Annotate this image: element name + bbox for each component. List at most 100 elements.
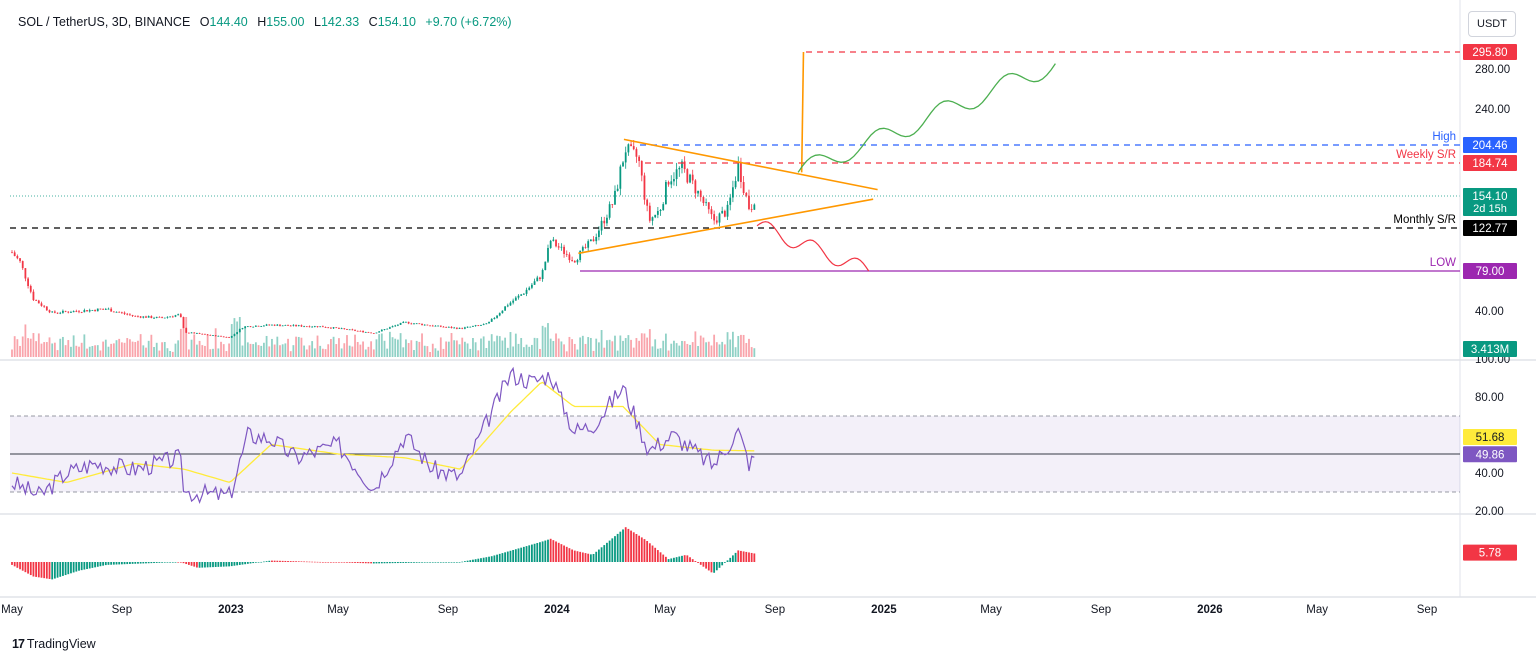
candle-body [488, 321, 490, 324]
candle-body [447, 326, 450, 328]
volume-bar [611, 341, 614, 357]
macd-histogram-bar [198, 562, 201, 568]
candle-body [643, 175, 646, 200]
macd-histogram-bar [568, 548, 571, 562]
volume-bar [673, 340, 675, 357]
candle-body [681, 161, 683, 168]
candle-body [737, 161, 740, 182]
macd-histogram-bar [284, 560, 287, 562]
volume-bar [359, 344, 362, 357]
volume-bar [370, 341, 373, 357]
candle-body [407, 321, 410, 324]
volume-bar [710, 345, 713, 357]
macd-histogram-bar [721, 562, 724, 566]
volume-bar [155, 342, 158, 357]
candle-body [158, 316, 161, 318]
candle-body [118, 311, 121, 313]
macd-histogram-bar [346, 562, 348, 563]
candle-body [67, 311, 70, 313]
macd-histogram-bar [651, 545, 654, 562]
macd-histogram-bar [718, 562, 721, 568]
volume-bar [311, 341, 314, 357]
macd-histogram-bar [638, 535, 641, 562]
macd-histogram-bar [70, 562, 72, 574]
volume-bar [646, 337, 649, 357]
macd-histogram-bar [123, 562, 126, 565]
candle-body [386, 328, 389, 330]
volume-bar [64, 345, 67, 357]
candle-body [99, 308, 102, 310]
volume-bar [474, 342, 477, 357]
volume-bar [88, 346, 91, 357]
candle-body [482, 324, 485, 326]
macd-histogram-bar [265, 561, 268, 562]
candle-body [539, 277, 541, 280]
macd-histogram-bar [592, 554, 595, 562]
macd-histogram-bar [252, 562, 255, 564]
volume-bar [482, 336, 485, 357]
candle-body [284, 325, 287, 326]
candle-body [729, 197, 732, 205]
candle-body [126, 313, 129, 315]
candle-body [520, 294, 523, 296]
macd-histogram-bar [246, 562, 249, 564]
volume-bar [461, 337, 464, 357]
candle-body [104, 309, 107, 310]
candle-body [40, 303, 43, 306]
volume-bar [335, 344, 338, 357]
currency-button[interactable]: USDT [1468, 11, 1516, 37]
macd-histogram-bar [94, 562, 96, 568]
volume-bar [656, 348, 659, 357]
candle-body [96, 308, 99, 312]
macd-histogram-bar [737, 550, 740, 562]
macd-histogram-bar [268, 560, 271, 562]
macd-histogram-bar [238, 562, 241, 565]
macd-histogram-bar [241, 562, 244, 565]
candle-body [27, 278, 29, 286]
volume-bar [332, 336, 335, 357]
volume-bar [627, 335, 630, 357]
tradingview-branding[interactable]: 17 TradingView [12, 637, 96, 651]
macd-histogram-bar [576, 551, 579, 562]
candle-body [343, 328, 346, 330]
macd-histogram-bar [295, 561, 297, 562]
candle-body [378, 331, 381, 333]
candle-body [509, 302, 512, 306]
macd-histogram-bar [118, 562, 121, 565]
volume-bar [348, 345, 351, 357]
tradingview-logo-icon: 17 [12, 637, 25, 651]
macd-histogram-bar [112, 562, 115, 565]
macd-histogram-bar [399, 562, 402, 564]
candle-body [563, 246, 565, 254]
macd-histogram-bar [53, 562, 56, 579]
candle-body [198, 333, 201, 334]
candle-body [78, 311, 80, 313]
candle-body [228, 337, 230, 338]
volume-bar [662, 340, 665, 357]
macd-histogram-bar [619, 531, 622, 562]
macd-histogram-bar [431, 562, 434, 563]
volume-bar [753, 348, 756, 357]
candle-body [289, 325, 292, 327]
macd-histogram-bar [107, 562, 110, 565]
candle-body [397, 324, 399, 326]
candle-body [75, 311, 78, 312]
candle-body [281, 325, 284, 327]
macd-histogram-bar [182, 562, 185, 564]
candle-body [187, 332, 190, 334]
candle-body [603, 220, 606, 224]
volume-bar [238, 317, 241, 357]
candle-body [177, 314, 180, 316]
volume-bar [43, 342, 46, 357]
volume-bar [139, 334, 142, 357]
macd-histogram-bar [185, 562, 188, 565]
macd-histogram-bar [434, 562, 437, 563]
candle-body [525, 289, 528, 294]
candle-body [595, 237, 598, 242]
macd-histogram-bar [391, 562, 394, 564]
candle-body [214, 335, 217, 337]
macd-histogram-bar [158, 562, 161, 563]
candle-body [557, 246, 560, 248]
candle-body [627, 144, 630, 153]
volume-bar [429, 352, 431, 357]
